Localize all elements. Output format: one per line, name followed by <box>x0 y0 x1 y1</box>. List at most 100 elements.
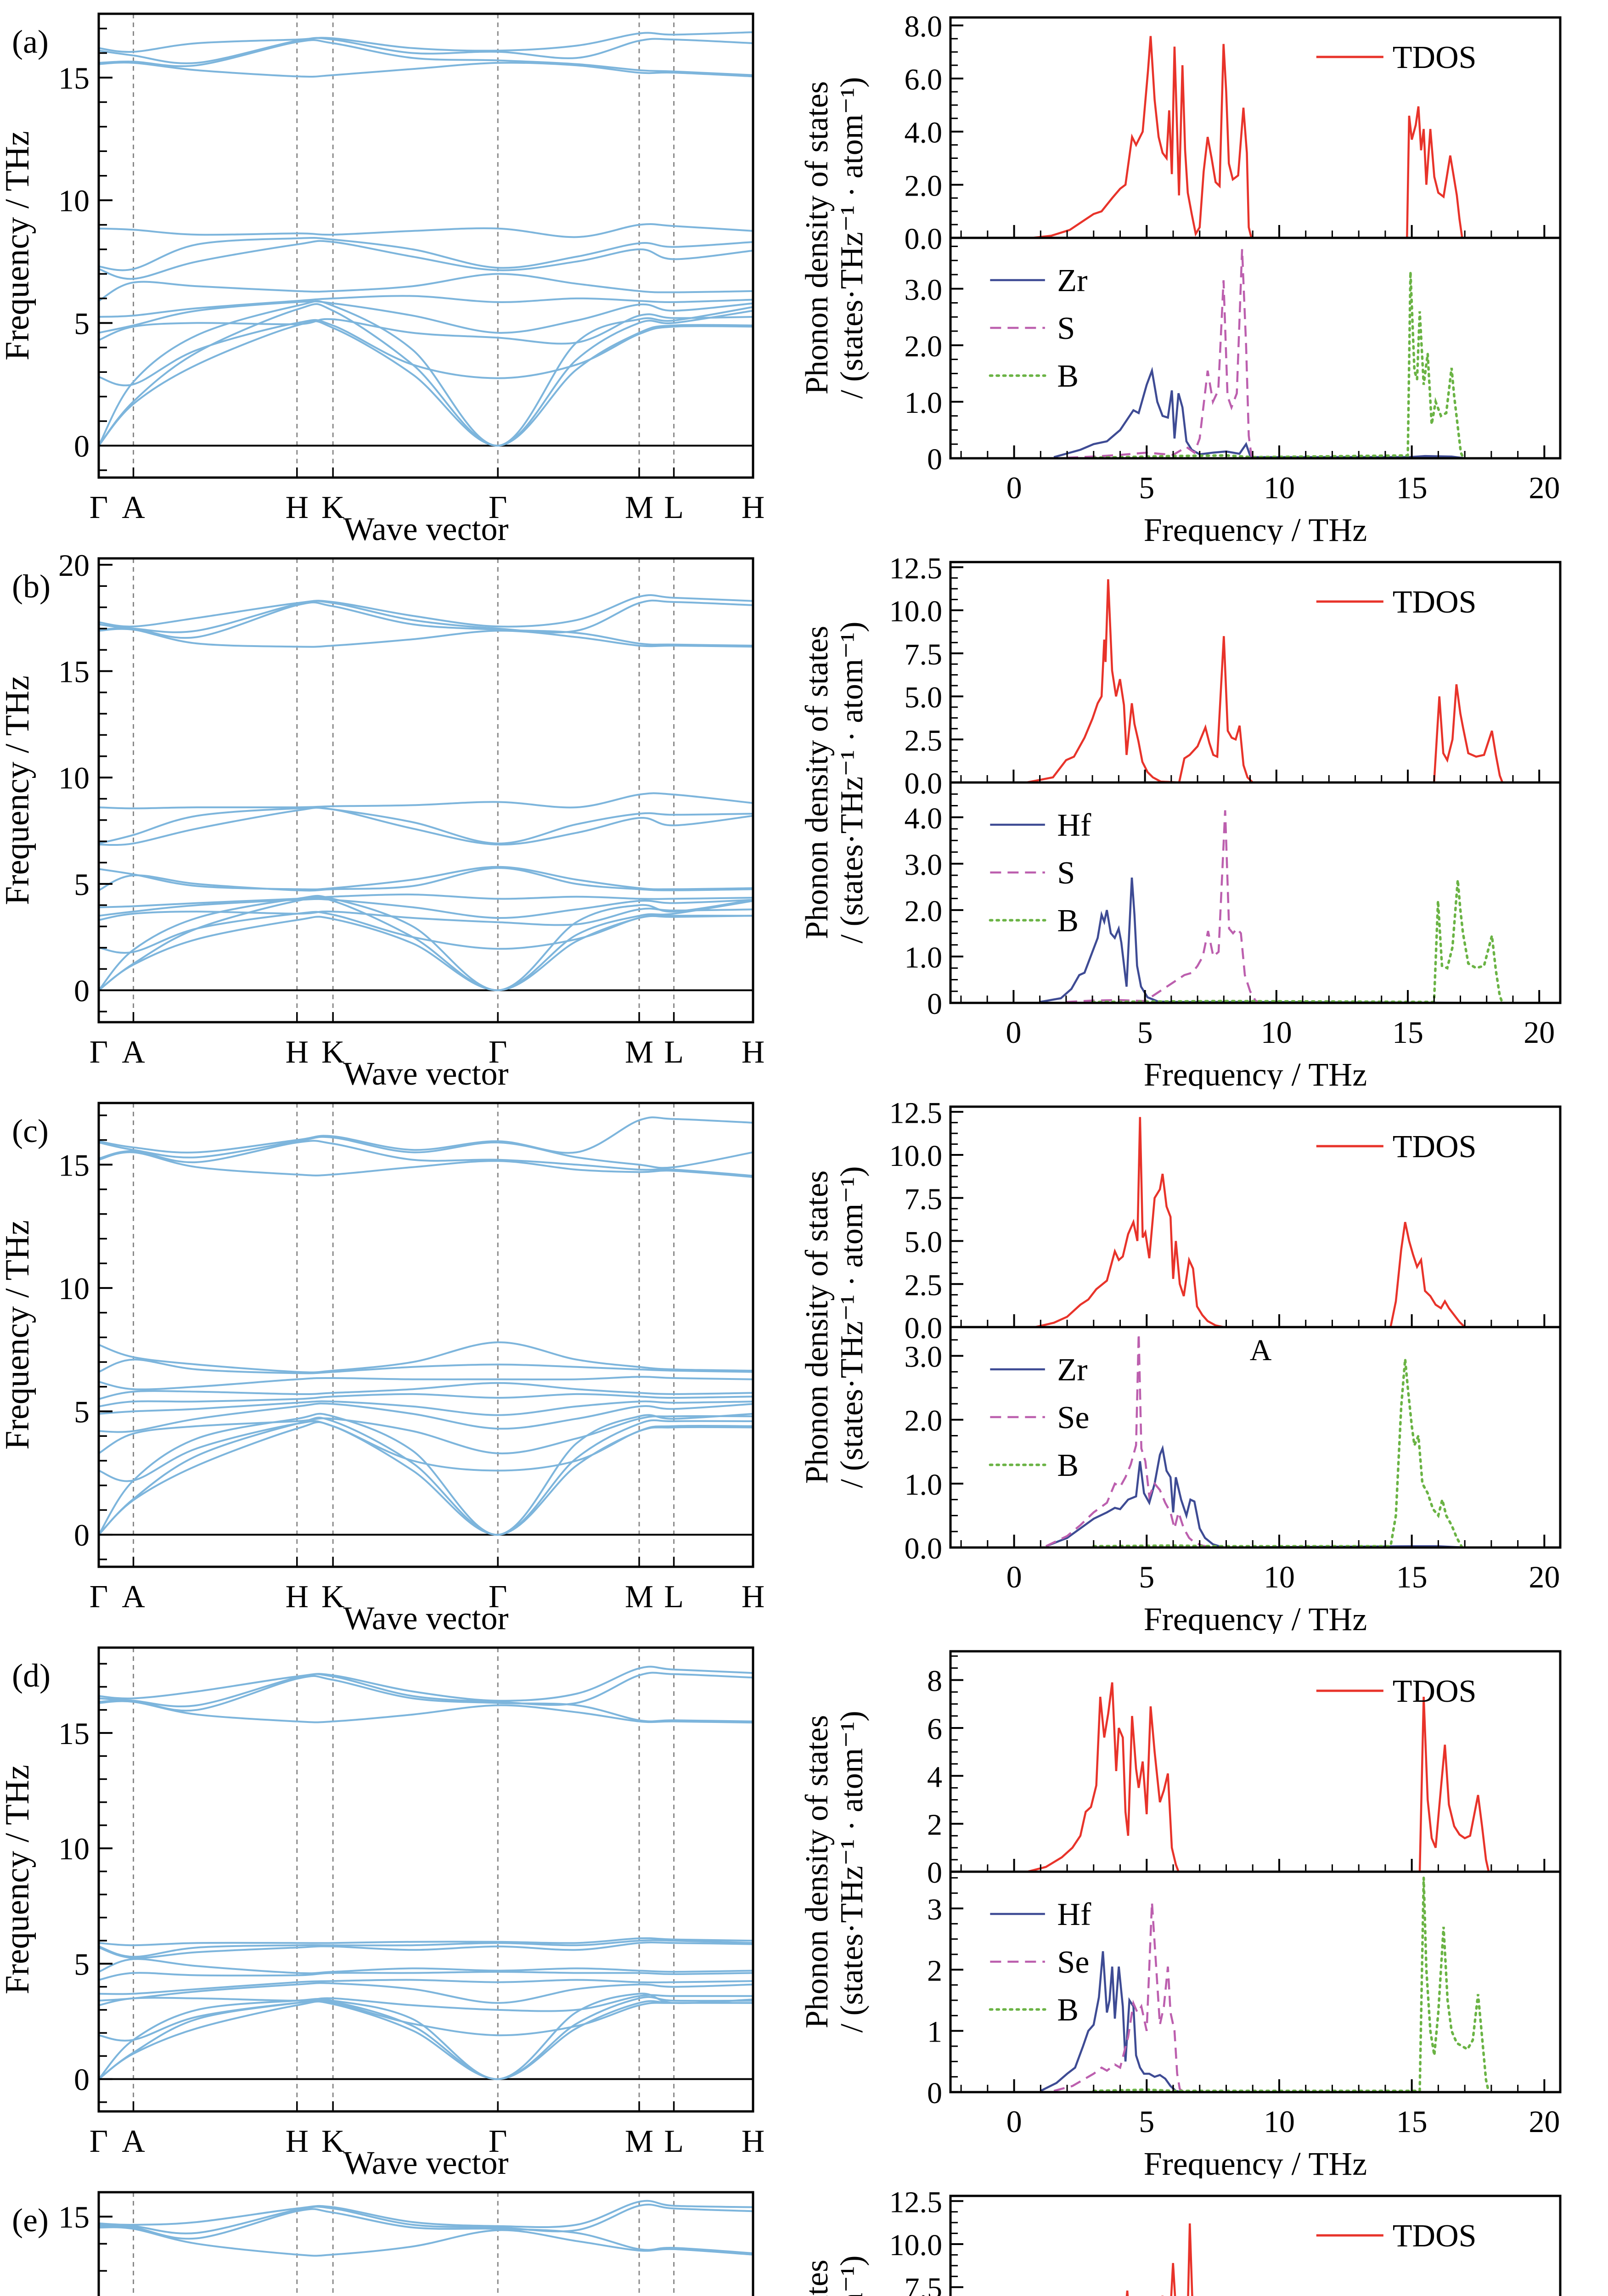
band-curves <box>99 1666 753 2080</box>
kpoint-label: M <box>625 1035 653 1070</box>
pdos-y-tick-label: 2 <box>927 1954 942 1987</box>
dos-plot-area: 0.0 2.0 4.0 6.0 8.0 0 1.0 2.0 3.0 0 5 10 15 20 Frequen… <box>804 10 1562 545</box>
kpoint-label: K <box>321 490 345 525</box>
band-curve <box>99 893 753 908</box>
y-tick-label: 0 <box>74 974 90 1008</box>
pdos-y-tick-label: 1.0 <box>905 386 943 420</box>
band-curve <box>99 907 753 926</box>
pdos-legend-label-Zr: Zr <box>1057 1352 1087 1388</box>
band-curve <box>99 806 753 846</box>
tdos-y-tick-label: 6.0 <box>905 63 943 96</box>
dos-ylabel-line1: Phonon density of states <box>804 81 835 394</box>
pdos-y-tick-label: 3.0 <box>905 273 943 307</box>
tdos-curves <box>1032 36 1463 238</box>
band-curve <box>99 1151 753 1178</box>
x-tick-label: 15 <box>1396 1559 1428 1594</box>
band-xlabel: Wave vector <box>343 1600 509 1634</box>
kpoint-label: M <box>625 490 653 525</box>
pdos-curve-B <box>1092 1878 1490 2092</box>
kpoint-label: H <box>742 1035 765 1070</box>
dos-ylabel-line2: / (states·THz⁻¹ · atom⁻¹) <box>834 77 870 399</box>
y-tick-label: 15 <box>58 61 90 96</box>
tdos-y-tick-label: 2 <box>927 1808 942 1842</box>
pdos-frame <box>949 236 1562 460</box>
tdos-y-tick-label: 8 <box>927 1665 942 1698</box>
y-tick-label: 15 <box>58 1716 90 1751</box>
band-curve <box>99 1116 753 1154</box>
band-curves <box>99 2200 753 2257</box>
kpoint-label: K <box>321 1579 345 1615</box>
kpoint-label: H <box>285 490 309 525</box>
x-tick-label: 15 <box>1392 1015 1423 1050</box>
kpoint-label: M <box>625 2124 653 2159</box>
tdos-y-tick-label: 10.0 <box>889 595 943 628</box>
band-curve <box>99 1140 753 1177</box>
panel-letter: (a) <box>12 23 49 60</box>
y-tick-label: 5 <box>74 306 90 341</box>
kpoint-label: H <box>742 1579 765 1615</box>
band-curve <box>99 1994 753 2012</box>
band-curve <box>99 31 753 53</box>
band-curve <box>99 2200 753 2228</box>
band-cell-a: 0 5 10 15 Γ A H K Γ M L H Wave vector Frequency / THz… <box>0 0 804 545</box>
band-curve <box>99 806 753 844</box>
tdos-frame <box>949 2195 1562 2296</box>
band-curve <box>99 1136 753 1169</box>
band-curve <box>99 223 753 238</box>
band-curve <box>99 2000 753 2042</box>
y-tick-label: 10 <box>58 183 90 218</box>
x-tick-label: 5 <box>1139 2104 1154 2139</box>
pdos-curves <box>1045 1333 1465 1548</box>
tdos-legend-label: TDOS <box>1393 1129 1477 1165</box>
pdos-y-tick-label: 0 <box>927 987 942 1021</box>
band-curve <box>99 1671 753 1707</box>
x-tick-label: 5 <box>1139 1559 1154 1594</box>
tdos-y-tick-label: 0.0 <box>905 1311 943 1345</box>
band-curve <box>99 1937 753 1947</box>
band-curve <box>99 911 753 954</box>
tdos-y-tick-label: 10.0 <box>889 2228 943 2262</box>
kpoint-label: Γ <box>90 490 108 525</box>
dos-cell-e: 0.02.55.07.510.012.50123051015Frequency … <box>804 2178 1608 2296</box>
band-curve <box>99 1970 753 1981</box>
x-tick-label: 10 <box>1264 1559 1295 1594</box>
dos-panel-c: 0.0 2.5 5.0 7.5 10.0 12.5 0.0 1.0 2.0 3.0 0 5 10 15 20… <box>804 1096 1562 1634</box>
band-curve <box>99 2000 753 2080</box>
dos-plot-area: 0.0 2.5 5.0 7.5 10.0 12.5 0 1.0 2.0 3.0 4.0 0 5 10 15 2… <box>804 551 1562 1089</box>
pdos-curve-B <box>1092 271 1465 458</box>
kpoint-label: L <box>664 1035 684 1070</box>
x-tick-label: 0 <box>1006 2104 1022 2139</box>
band-curve <box>99 914 753 991</box>
pdos-curve-S <box>1067 249 1256 458</box>
band-curve <box>99 1376 753 1390</box>
dos-ylabel-line1: Phonon density of states <box>804 2260 835 2296</box>
pdos-curves <box>1040 810 1504 1003</box>
band-curve <box>99 1941 753 1959</box>
band-curve <box>99 313 753 345</box>
y-tick-label: 0 <box>74 2062 90 2097</box>
kpoint-label: Γ <box>489 490 507 525</box>
annotation-A: A <box>1250 1334 1272 1367</box>
band-curve <box>99 1417 753 1536</box>
tdos-legend-label: TDOS <box>1393 2218 1477 2254</box>
band-ylabel: Frequency / THz <box>0 675 36 905</box>
tdos-y-tick-label: 0.0 <box>905 767 943 800</box>
band-frame <box>97 557 754 1024</box>
x-tick-label: 20 <box>1529 2104 1560 2139</box>
band-curve <box>99 1420 753 1482</box>
tdos-legend-label: TDOS <box>1393 40 1477 75</box>
kpoint-label: A <box>122 490 145 525</box>
tdos-y-tick-label: 0.0 <box>905 222 943 256</box>
dos-panel-e: 0.02.55.07.510.012.50123051015Frequency … <box>804 2185 1562 2296</box>
pdos-frame <box>949 1870 1562 2093</box>
kpoint-label: L <box>664 1579 684 1615</box>
band-curve <box>99 1982 753 2004</box>
kpoint-label: Γ <box>489 2124 507 2159</box>
band-curve <box>99 319 753 387</box>
pdos-curves <box>1040 1878 1490 2092</box>
